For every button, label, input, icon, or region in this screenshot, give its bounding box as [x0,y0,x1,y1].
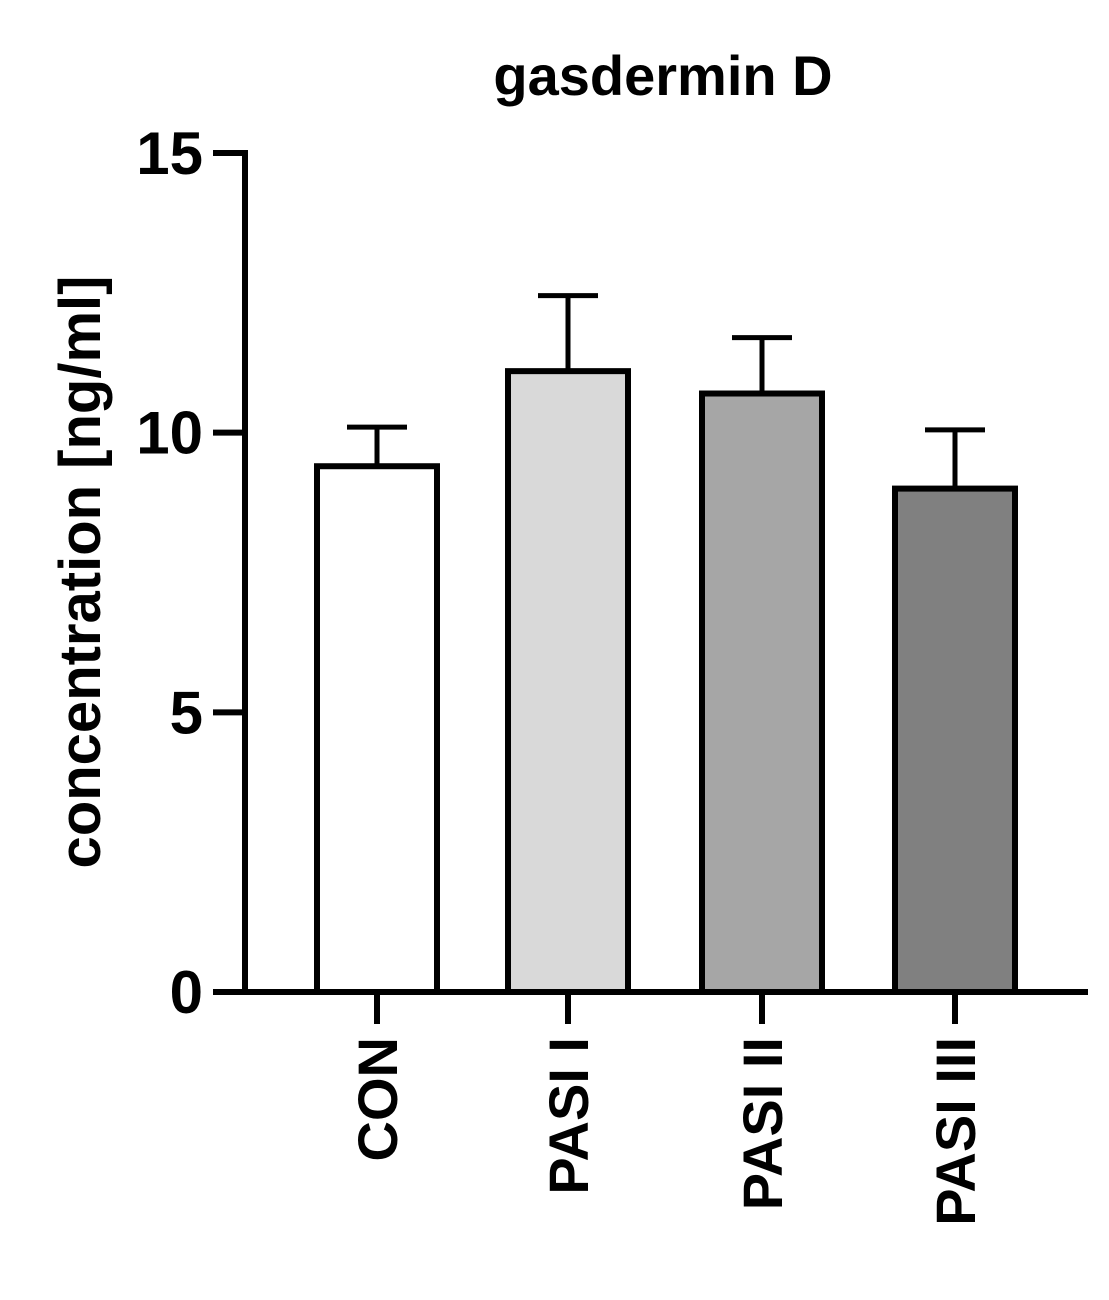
y-tick-label-10: 10 [136,400,203,467]
x-tick-label-2: PASI I [537,1037,600,1195]
y-tick-label-0: 0 [170,959,203,1026]
y-axis-label: concentration [ng/ml] [48,276,113,869]
x-tick-label-4: PASI III [924,1037,987,1226]
plot-area: 0 5 10 15 CON PASI I PASI II PASI III [136,120,1088,1226]
y-tick-label-5: 5 [170,679,203,746]
x-tick-label-1: CON [346,1037,409,1161]
y-tick-label-15: 15 [136,120,203,187]
chart-title: gasdermin D [493,44,832,107]
bar-3 [699,390,825,996]
bar-2 [505,368,631,995]
bar-4 [892,485,1018,995]
bar-1 [314,463,440,995]
x-tick-label-3: PASI II [731,1037,794,1210]
